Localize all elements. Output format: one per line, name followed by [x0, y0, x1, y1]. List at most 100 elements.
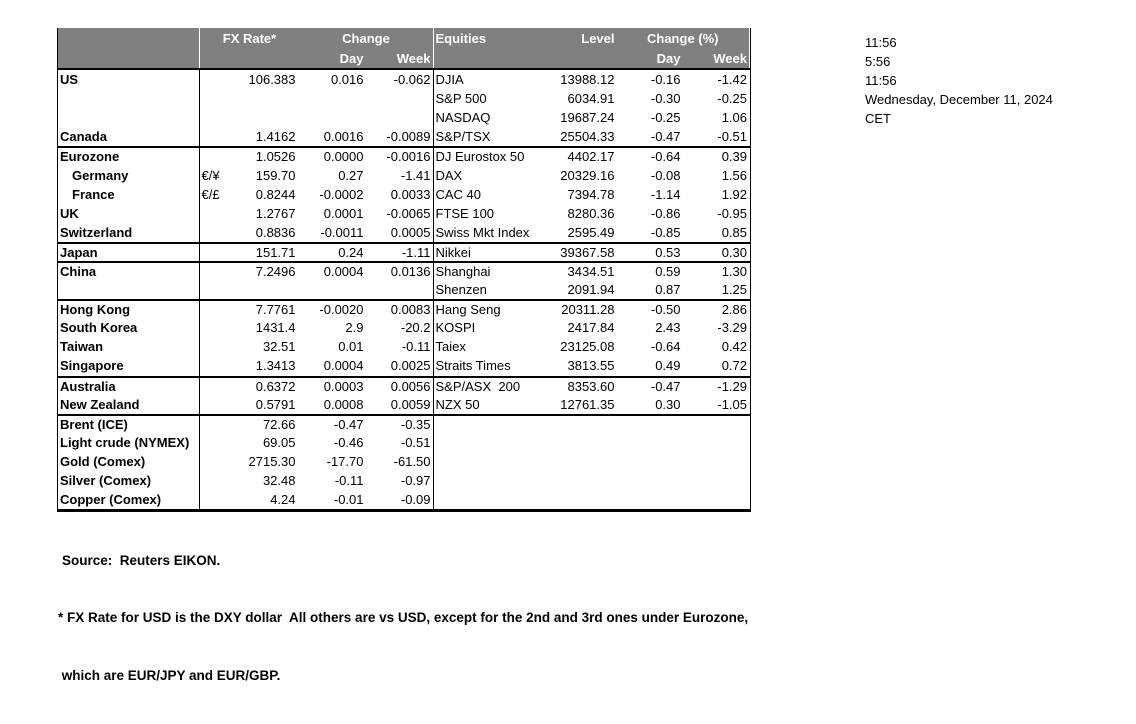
equities-change-pct-header: Change (%): [616, 28, 749, 48]
fx-week-change: -1.41: [400, 167, 431, 183]
fx-rate-value: 1.0526: [255, 149, 296, 165]
equity-level-cell: 2417.84: [538, 318, 617, 337]
fx-day-cell: 0.0003: [300, 378, 368, 395]
equity-name: Nikkei: [435, 244, 471, 260]
fx-label: Hong Kong: [58, 302, 133, 318]
fx-label-cell: Gold (Comex): [58, 451, 200, 471]
equity-level-cell: 13988.12: [538, 70, 617, 89]
fx-label-cell: Singapore: [58, 356, 200, 376]
equity-day-change: -0.50: [650, 302, 681, 318]
table-row: Hong Kong 7.7761 -0.0020 0.0083 Hang Seng 203…: [58, 299, 750, 319]
equity-week-change: 1.06: [721, 110, 747, 126]
fx-week-cell: -0.11: [368, 337, 434, 357]
fx-label-cell: Canada: [58, 127, 200, 147]
fx-week-change: -0.35: [400, 416, 431, 432]
fx-week-change: 0.0136: [390, 263, 431, 279]
table-row: Germany €/¥ 159.70 0.27 -1.41 DAX 20329.16 -0.0…: [58, 165, 750, 185]
fx-week-cell: -0.09: [368, 490, 434, 510]
equity-level-cell: 12761.35: [538, 395, 617, 414]
equity-week-cell: 2.86: [683, 301, 750, 318]
fx-day-cell: 0.0000: [300, 148, 368, 165]
table-row: Copper (Comex) 4.24 -0.01 -0.09: [58, 490, 750, 510]
fx-day-change: 0.0001: [323, 205, 364, 221]
equity-name: S&P 500: [435, 91, 487, 107]
fx-label: Canada: [58, 129, 109, 145]
table-row: NASDAQ 19687.24 -0.25 1.06: [58, 108, 750, 128]
equity-week-cell: -0.51: [683, 127, 750, 146]
equity-week-change: 0.30: [721, 244, 747, 260]
equity-level-cell: 2091.94: [538, 280, 617, 299]
fx-rate-value: 32.51: [262, 339, 296, 355]
fx-day-cell: 0.27: [300, 165, 368, 184]
fx-day-change: 0.0004: [323, 263, 364, 279]
fx-week-header: Week: [367, 48, 434, 68]
fx-label-cell: Australia: [58, 377, 200, 395]
fx-rate-value: 1.4162: [255, 129, 296, 145]
fx-day-cell: [300, 108, 368, 127]
table-row: UK 1.2767 0.0001 -0.0065 FTSE 100 8280.36 -0.8…: [58, 203, 750, 223]
equity-level: 8280.36: [567, 205, 615, 221]
fx-day-cell: 2.9: [300, 318, 368, 337]
fx-week-change: 0.0083: [390, 302, 431, 318]
fx-label-cell: [58, 280, 200, 300]
equity-name-cell: Swiss Mkt Index: [434, 223, 538, 242]
fx-week-change: -0.51: [400, 434, 431, 450]
fx-week-cell: 0.0059: [368, 394, 434, 414]
equity-week-cell: 0.30: [683, 244, 750, 261]
equity-name-cell: S&P 500: [434, 89, 538, 108]
equity-name: CAC 40: [435, 186, 482, 202]
equity-name: Shenzen: [435, 282, 487, 298]
equity-level: 12761.35: [560, 396, 615, 412]
fx-week-cell: -1.11: [368, 243, 434, 261]
equity-name-cell: [434, 433, 538, 452]
equity-day-change: -0.16: [650, 72, 681, 88]
fx-week-change: -0.97: [400, 473, 431, 489]
fx-label: China: [58, 263, 99, 279]
equity-day-cell: -0.64: [617, 148, 683, 165]
fx-rate-cell: 7.7761: [200, 301, 300, 318]
fx-rate-value: 0.5791: [255, 396, 296, 412]
equity-name-cell: Taiex: [434, 337, 538, 356]
equity-week-cell: [683, 490, 750, 509]
equity-week-cell: 1.92: [683, 185, 750, 204]
equity-level-cell: 8353.60: [538, 378, 617, 395]
fx-week-change: -61.50: [393, 453, 431, 469]
equity-day-change: -1.14: [650, 186, 681, 202]
table-row: New Zealand 0.5791 0.0008 0.0059 NZX 50 12761…: [58, 394, 750, 414]
secondary-time: 5:56: [865, 54, 891, 69]
equity-name: Taiex: [435, 339, 466, 355]
level-header-spacer: [537, 48, 617, 68]
fx-rate-value: 159.70: [255, 167, 296, 183]
equity-name-cell: DJ Eurostox 50: [434, 148, 538, 165]
fx-label: US: [58, 72, 81, 88]
fx-rate-cell: 1.0526: [200, 148, 300, 165]
fx-week-change: 0.0005: [390, 224, 431, 240]
table-row: S&P 500 6034.91 -0.30 -0.25: [58, 89, 750, 109]
fx-day-change: -0.11: [334, 473, 364, 489]
timezone-label: CET: [865, 111, 891, 126]
fx-day-change: -17.70: [326, 453, 364, 469]
equity-week-cell: -1.05: [683, 395, 750, 414]
fx-day-change: -0.46: [333, 434, 364, 450]
equity-week-change: -0.95: [717, 205, 747, 221]
equity-week-cell: [683, 471, 750, 490]
equity-day-change: -0.08: [650, 167, 681, 183]
fx-rate-cell: 2715.30: [200, 452, 300, 471]
equities-header-label: Equities: [435, 30, 487, 46]
equity-level-cell: 7394.78: [538, 185, 617, 204]
equity-day-cell: [617, 490, 683, 509]
fx-rate-cell: 1431.4: [200, 318, 300, 337]
table-row: Brent (ICE) 72.66 -0.47 -0.35: [58, 413, 750, 433]
fx-rate-value: 32.48: [262, 473, 296, 489]
equity-day-cell: 0.87: [617, 280, 683, 299]
fx-day-change: -0.0020: [319, 302, 364, 318]
fx-day-cell: -0.01: [300, 490, 368, 509]
fx-week-cell: -0.97: [368, 470, 434, 491]
equity-name: Shanghai: [435, 263, 491, 279]
fx-rate-cell: 1.3413: [200, 356, 300, 375]
fx-note-line-2: which are EUR/JPY and EUR/GBP.: [58, 668, 281, 684]
fx-change-header: Change: [299, 28, 434, 48]
fx-week-cell: -20.2: [368, 318, 434, 338]
equity-day-cell: -0.47: [617, 378, 683, 395]
fx-day-cell: -0.0002: [300, 185, 368, 204]
